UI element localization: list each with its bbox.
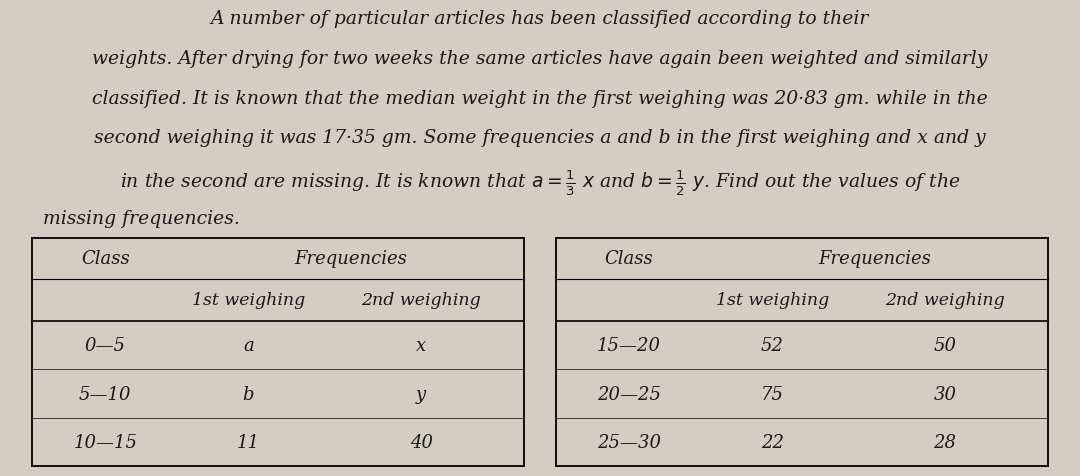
- Text: Frequencies: Frequencies: [819, 250, 931, 268]
- Text: missing frequencies.: missing frequencies.: [43, 209, 240, 228]
- Text: 1st weighing: 1st weighing: [716, 292, 828, 309]
- Text: second weighing it was 17·35 gm. Some frequencies a and b in the first weighing : second weighing it was 17·35 gm. Some fr…: [94, 129, 986, 147]
- Text: Class: Class: [81, 250, 130, 268]
- Text: 0—5: 0—5: [85, 337, 125, 354]
- Text: Frequencies: Frequencies: [295, 250, 407, 268]
- Text: 52: 52: [760, 337, 784, 354]
- Text: classified. It is known that the median weight in the first weighing was 20·83 g: classified. It is known that the median …: [92, 89, 988, 108]
- Text: in the second are missing. It is known that $a =\frac{1}{3}\ x$ and $b =\frac{1}: in the second are missing. It is known t…: [120, 169, 960, 198]
- Text: 22: 22: [760, 433, 784, 451]
- Text: 30: 30: [933, 385, 957, 403]
- Text: 2nd weighing: 2nd weighing: [362, 292, 481, 309]
- Text: Class: Class: [605, 250, 653, 268]
- Text: b: b: [243, 385, 254, 403]
- Text: 50: 50: [933, 337, 957, 354]
- Text: a: a: [243, 337, 254, 354]
- Text: 20—25: 20—25: [597, 385, 661, 403]
- Text: 1st weighing: 1st weighing: [192, 292, 305, 309]
- Text: 5—10: 5—10: [79, 385, 132, 403]
- Text: A number of particular articles has been classified according to their: A number of particular articles has been…: [211, 10, 869, 29]
- Text: 11: 11: [237, 433, 260, 451]
- Text: x: x: [416, 337, 427, 354]
- Text: 75: 75: [760, 385, 784, 403]
- Text: 10—15: 10—15: [73, 433, 137, 451]
- Text: 25—30: 25—30: [597, 433, 661, 451]
- Text: 15—20: 15—20: [597, 337, 661, 354]
- Text: 40: 40: [409, 433, 433, 451]
- Text: y: y: [416, 385, 427, 403]
- Text: 28: 28: [933, 433, 957, 451]
- Text: 2nd weighing: 2nd weighing: [886, 292, 1004, 309]
- Text: weights. After drying for two weeks the same articles have again been weighted a: weights. After drying for two weeks the …: [92, 50, 988, 68]
